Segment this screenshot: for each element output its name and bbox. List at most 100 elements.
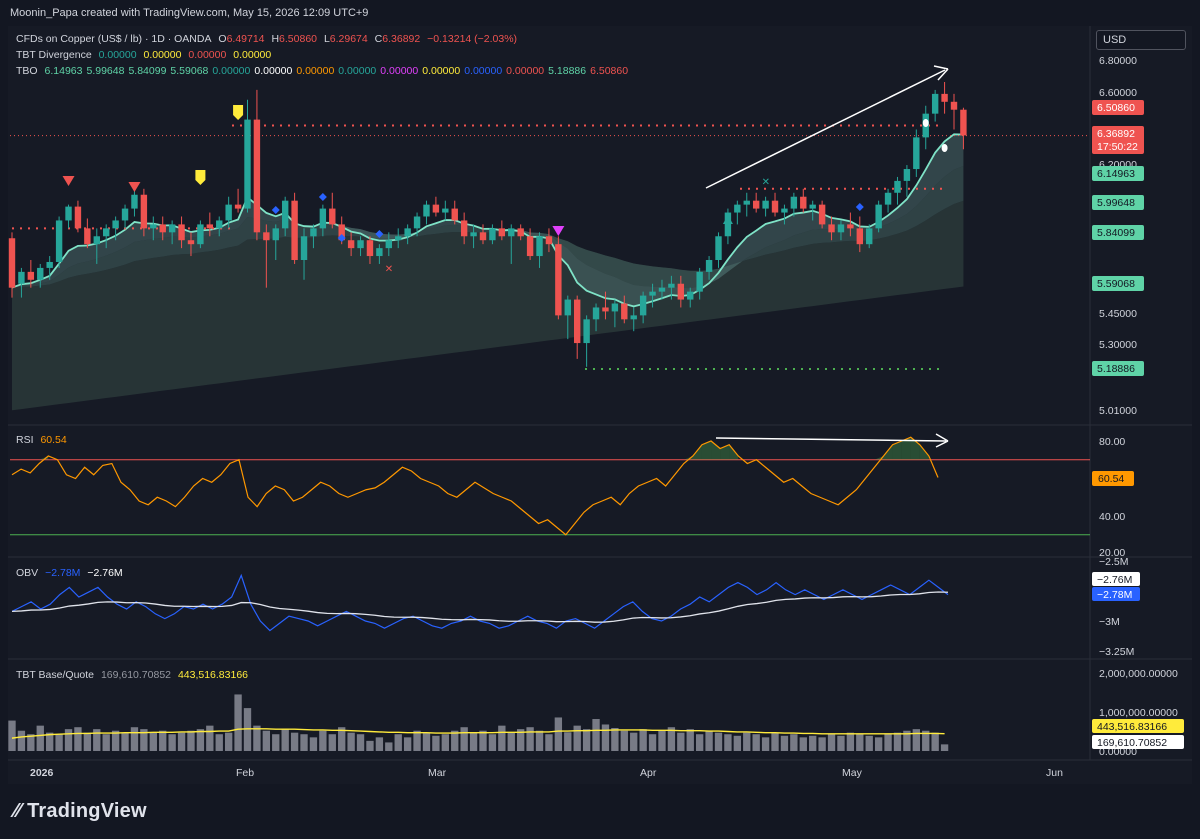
volume-bar [686,729,694,751]
base-quote-name[interactable]: TBT Base/Quote [16,669,95,681]
candle-body [894,180,901,193]
obv-name[interactable]: OBV [16,567,39,579]
time-tick-label: May [842,767,863,779]
price-label-box [1092,361,1144,376]
volume-bar [846,732,855,751]
tradingview-logo-icon: ⁄⁄ [14,800,22,822]
volume-bar [827,734,836,751]
volume-bar [8,720,16,751]
trend-arrow-line [705,69,946,189]
tbo-value: 0.00000 [380,65,419,77]
volume-bar [262,730,271,751]
volume-bar [564,732,572,751]
candle-body [65,206,72,221]
volume-bar [648,734,657,751]
rsi-overbought-fill [683,456,693,460]
low-label: L [323,33,330,45]
candle-body [206,224,214,229]
volume-bar [940,744,949,751]
volume-bar [554,717,563,751]
price-tick-label: 5.30000 [1099,339,1137,351]
candle-body [517,228,524,237]
candle-body [564,299,571,316]
volume-bar [140,729,148,751]
candle-body [913,137,920,170]
base-quote-label: 169,610.70852 [1097,737,1167,749]
volume-bar [441,734,449,751]
diamond-marker [318,193,327,201]
candle-body [385,240,392,249]
volume-bar [403,737,412,751]
candle-body [668,283,675,288]
volume-bar [809,735,817,751]
tbo-value: 5.59068 [170,65,209,77]
volume-bar [281,729,289,751]
candle-body [621,303,628,320]
candle-body [442,208,449,213]
price-label-box [1092,126,1144,154]
candle-body [46,261,53,268]
candle-body [281,200,289,229]
candle-body [319,208,327,229]
volume-bar [592,719,600,751]
candle-body [291,200,298,261]
tradingview-logo[interactable]: ⁄⁄ TradingView [14,800,147,823]
price-label: 6.36892 [1097,128,1135,140]
candle-body [150,224,157,229]
tbo-name[interactable]: TBO [16,65,38,77]
volume-bar [102,734,110,751]
cross-marker: ✕ [385,264,393,275]
volume-bar [224,732,233,751]
rsi-overbought-fill [720,444,730,460]
price-label: 6.14963 [1097,168,1135,180]
tbt-divergence-name[interactable]: TBT Divergence [16,49,92,61]
tbo-value: 0.00000 [464,65,503,77]
price-tick-label: 6.80000 [1099,55,1137,67]
footer [0,784,1200,839]
change-value: −0.13214 (−2.03%) [427,33,518,45]
currency-button[interactable]: USD [1096,30,1186,50]
buy-signal-marker [722,215,733,224]
tbo-value: 6.50860 [590,65,629,77]
volume-bar [922,730,930,751]
candle-body [131,194,138,209]
candle-body [272,228,279,241]
price-label-box [1092,195,1144,210]
alert-flag-marker [195,170,206,185]
rsi-tick-label: 20.00 [1099,547,1125,559]
symbol-name[interactable]: CFDs on Copper (US$ / lb) · 1D · OANDA [16,33,212,45]
price-label-box [1092,166,1144,181]
tbo-value: 5.99648 [86,65,125,77]
candle-body [121,208,129,221]
rsi-overbought-fill [711,441,721,460]
tbo-value: 0.00000 [212,65,251,77]
candle-body [159,224,166,233]
base-quote-ma-line [11,728,945,739]
tbo-cloud-outer [12,200,964,411]
volume-bar [366,740,374,751]
tbt-div-value: 0.00000 [98,49,137,61]
volume-bar [64,729,73,751]
rsi-overbought-fill [892,441,902,460]
rsi-name[interactable]: RSI [16,434,34,446]
volume-bar [611,727,619,751]
candle-body [866,228,873,245]
sell-signal-marker [128,182,141,192]
volume-bar [639,729,647,751]
volume-bar [799,737,807,751]
candle-body [781,208,788,213]
volume-bar [36,725,44,751]
candle-body [140,194,148,229]
base-quote-value-1: 169,610.70852 [100,669,172,681]
volume-bar [912,729,920,751]
tbo-legend: TBO 6.14963 5.99648 5.84099 5.59068 0.00000 0… [16,65,632,77]
volume-bar [215,734,223,751]
volume-bar [601,724,610,751]
volume-bar [818,737,826,751]
candle-body [630,315,637,320]
candle-body [460,220,468,237]
candle-body [413,216,421,229]
volume-bar [272,734,280,751]
volume-bar [620,730,628,751]
